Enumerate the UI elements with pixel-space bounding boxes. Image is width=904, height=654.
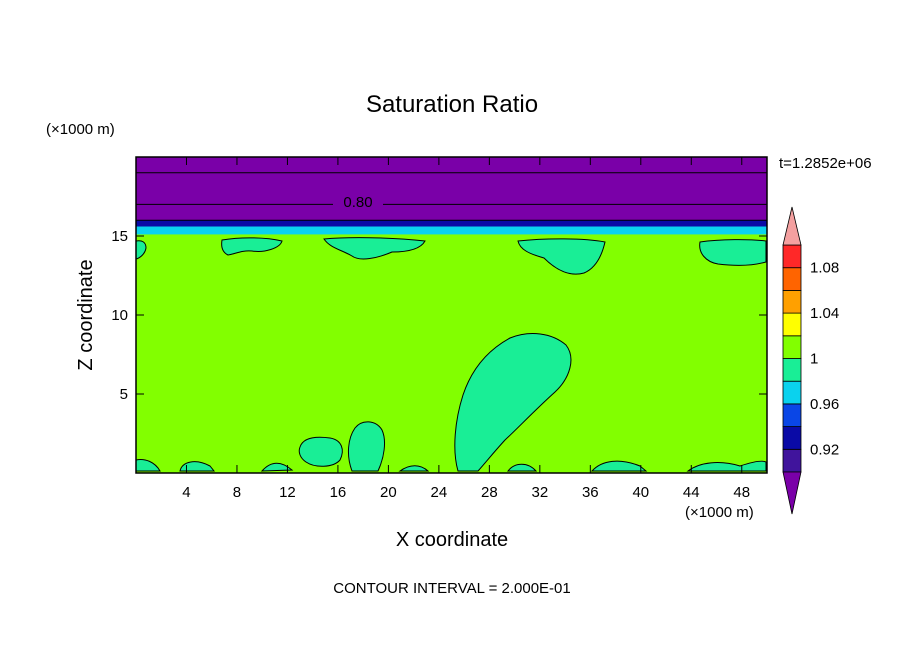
layer-3 bbox=[136, 226, 767, 235]
colorbar-label-2: 1 bbox=[810, 351, 818, 368]
layer-0 bbox=[136, 157, 767, 205]
y-tick-label-10: 10 bbox=[111, 307, 128, 324]
moist-patches bbox=[135, 237, 767, 472]
upper-patch-20 bbox=[323, 237, 426, 260]
upper-patch-34 bbox=[517, 238, 606, 275]
central-plume bbox=[454, 333, 572, 472]
contour-label-080: 0.80 bbox=[343, 194, 372, 211]
x-tick-label-8: 8 bbox=[233, 484, 241, 501]
colorbar-segment-5 bbox=[782, 335, 802, 359]
y-axis-ticks: 5 10 15 bbox=[111, 228, 767, 403]
x-tick-label-44: 44 bbox=[683, 484, 700, 501]
x-tick-label-12: 12 bbox=[279, 484, 296, 501]
colorbar-label-0: 0.92 bbox=[810, 441, 839, 458]
x-tick-label-24: 24 bbox=[431, 484, 448, 501]
contour-interval-label: CONTOUR INTERVAL = 2.000E-01 bbox=[333, 580, 570, 597]
x-tick-label-40: 40 bbox=[632, 484, 649, 501]
time-label: t=1.2852e+06 bbox=[779, 155, 872, 172]
upper-patch-8 bbox=[221, 237, 283, 256]
colorbar-segment-7 bbox=[782, 289, 802, 314]
y-unit-label: (×1000 m) bbox=[46, 121, 115, 138]
colorbar-segment-4 bbox=[782, 358, 802, 382]
colorbar: 0.92 0.96 1 1.04 1.08 bbox=[782, 206, 839, 515]
x-tick-label-28: 28 bbox=[481, 484, 498, 501]
y-tick-label-15: 15 bbox=[111, 228, 128, 245]
x-axis-title: X coordinate bbox=[396, 529, 508, 551]
small-cell-15 bbox=[298, 436, 343, 467]
colorbar-label-3: 1.04 bbox=[810, 305, 839, 322]
chart-title: Saturation Ratio bbox=[366, 91, 538, 118]
y-tick-label-5: 5 bbox=[120, 386, 128, 403]
colorbar-segment-6 bbox=[782, 312, 802, 337]
x-tick-label-32: 32 bbox=[531, 484, 548, 501]
x-tick-label-20: 20 bbox=[380, 484, 397, 501]
x-tick-label-36: 36 bbox=[582, 484, 599, 501]
y-axis-title: Z coordinate bbox=[75, 259, 97, 370]
colorbar-segment-0 bbox=[782, 448, 802, 473]
x-unit-label: (×1000 m) bbox=[685, 504, 754, 521]
layer-2 bbox=[136, 220, 767, 227]
colorbar-over-triangle bbox=[782, 206, 802, 246]
x-tick-label-48: 48 bbox=[733, 484, 750, 501]
colorbar-segment-2 bbox=[782, 403, 802, 427]
contour-annotation: 0.80 bbox=[333, 194, 383, 211]
colorbar-label-1: 0.96 bbox=[810, 396, 839, 413]
layer-1 bbox=[136, 204, 767, 221]
layer-fills bbox=[136, 157, 767, 235]
colorbar-segment-3 bbox=[782, 380, 802, 405]
bottom-edge-patches bbox=[135, 459, 767, 472]
x-axis-ticks: 4 8 12 16 20 24 28 32 36 40 44 48 bbox=[182, 157, 750, 501]
upper-band-contours bbox=[136, 172, 767, 221]
colorbar-segment-8 bbox=[782, 267, 802, 291]
x-tick-label-4: 4 bbox=[182, 484, 190, 501]
small-cell-18 bbox=[347, 421, 386, 472]
colorbar-label-4: 1.08 bbox=[810, 260, 839, 277]
colorbar-segment-9 bbox=[782, 244, 802, 269]
colorbar-under-triangle bbox=[782, 471, 802, 515]
left-edge-patch bbox=[135, 240, 147, 260]
upper-patch-48 bbox=[699, 239, 767, 266]
x-tick-label-16: 16 bbox=[330, 484, 347, 501]
colorbar-segment-1 bbox=[782, 426, 802, 450]
